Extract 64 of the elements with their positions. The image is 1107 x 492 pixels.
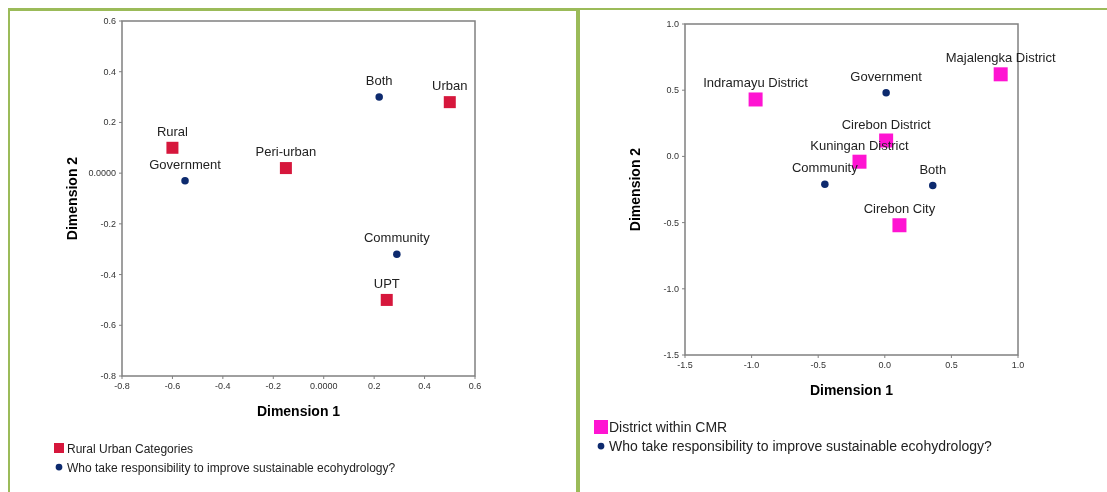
y-tick-label: 1.0 <box>666 19 679 29</box>
x-axis-title: Dimension 1 <box>809 382 894 398</box>
legend-label: Who take responsibility to improve sustainable ecohydrology? <box>609 437 993 454</box>
point <box>393 250 401 259</box>
point <box>929 181 937 190</box>
annotation: Majalengka District <box>945 50 1056 66</box>
y-tick-label: -0.8 <box>100 371 116 381</box>
annotation: Government <box>850 68 923 84</box>
annotation: Community <box>791 160 859 176</box>
point <box>375 93 383 101</box>
legend-label: District within CMR <box>609 418 728 435</box>
annotation: Cirebon City <box>863 201 936 217</box>
annotation: Cirebon District <box>841 116 931 132</box>
y-axis-title: Dimension 2 <box>627 147 643 232</box>
point <box>166 141 179 154</box>
point <box>892 218 907 233</box>
point <box>748 92 763 107</box>
x-axis-title: Dimension 1 <box>256 403 341 419</box>
x-tick-label: 0.0000 <box>309 381 338 391</box>
y-tick-label: -0.6 <box>100 320 116 331</box>
point <box>380 293 393 306</box>
x-tick-label: 0.4 <box>418 381 431 391</box>
annotation: Peri-urban <box>255 144 317 160</box>
annotation: Urban <box>432 78 468 94</box>
annotation: Rural <box>156 123 189 139</box>
x-tick-label: 0.2 <box>367 381 381 391</box>
x-tick-label: -1.5 <box>677 360 693 370</box>
y-tick-label: -0.4 <box>100 269 116 280</box>
x-tick-label: 0.0 <box>878 360 892 370</box>
y-tick-label: 0.4 <box>103 66 116 77</box>
annotation: Indramayu District <box>703 75 809 91</box>
x-tick-label: 0.5 <box>945 360 958 370</box>
x-tick-label: -0.2 <box>265 381 282 391</box>
y-axis-title: Dimension 2 <box>64 156 80 241</box>
point <box>279 162 292 175</box>
y-tick-label: -0.2 <box>100 218 116 229</box>
y-tick-label: -1.5 <box>663 350 679 360</box>
x-tick-label: 0.6 <box>468 381 482 391</box>
x-tick-label: -0.5 <box>810 360 826 370</box>
annotation: Both <box>919 161 947 177</box>
x-tick-label: -0.4 <box>215 381 231 391</box>
legend-label: Rural Urban Categories <box>67 441 194 456</box>
y-tick-label: 0.0000 <box>88 168 116 179</box>
x-tick-label: -0.6 <box>164 381 181 391</box>
y-tick-label: 0.5 <box>666 85 679 96</box>
y-tick-label: 0.6 <box>103 16 116 26</box>
y-tick-label: 0.0 <box>666 151 679 162</box>
point <box>181 177 189 185</box>
annotation: UPT <box>373 275 400 291</box>
annotation: Kuningan District <box>810 137 910 153</box>
y-tick-label: 0.2 <box>103 117 116 128</box>
point <box>821 180 829 188</box>
x-tick-label: 1.0 <box>1011 360 1025 370</box>
point <box>882 89 890 97</box>
point <box>443 96 456 109</box>
y-tick-label: -1.0 <box>663 283 679 294</box>
point <box>993 67 1008 82</box>
annotation: Government <box>149 156 222 172</box>
annotation: Both <box>365 73 393 89</box>
x-tick-label: -0.8 <box>114 381 130 391</box>
y-tick-label: -0.5 <box>663 217 679 228</box>
annotation: Community <box>363 230 431 246</box>
x-tick-label: -1.0 <box>743 360 760 370</box>
legend-label: Who take responsibility to improve sustainable ecohydrology? <box>67 460 396 475</box>
